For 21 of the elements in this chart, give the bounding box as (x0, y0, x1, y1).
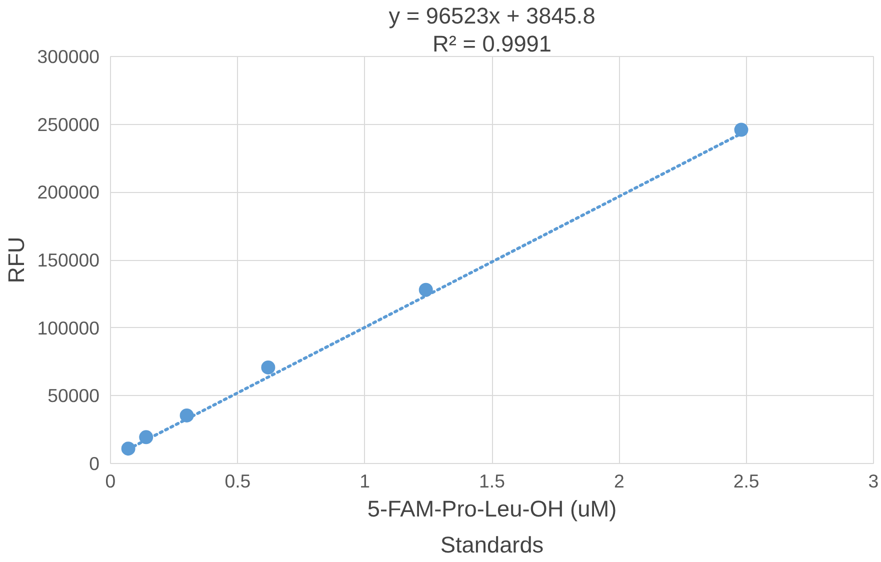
x-axis-title: 5-FAM-Pro-Leu-OH (uM) (367, 496, 617, 522)
x-tick-label: 1.5 (479, 470, 505, 492)
x-tick-label: 0 (105, 470, 116, 492)
y-tick-label: 150000 (37, 250, 100, 270)
x-tick-label: 2.5 (733, 470, 760, 492)
x-tick-label: 1 (360, 470, 370, 492)
y-tick-label: 300000 (37, 46, 100, 67)
point (734, 122, 748, 137)
point (261, 360, 276, 374)
y-tick-label: 50000 (48, 385, 100, 406)
y-tick-label: 200000 (37, 182, 100, 203)
text: y = 96523x + 3845.8 (388, 2, 596, 28)
y-tick-label: 100000 (37, 317, 100, 338)
x-tick-label: 2 (614, 470, 624, 492)
text: Standards (440, 532, 544, 558)
y-tick-label: 250000 (37, 114, 100, 135)
x-tick-label: 0.5 (224, 470, 251, 492)
text: R² = 0.9991 (432, 30, 552, 56)
x-tick-label: 3 (868, 470, 879, 492)
y-axis-title: RFU (3, 236, 30, 284)
y-tick-label: 0 (89, 453, 100, 474)
